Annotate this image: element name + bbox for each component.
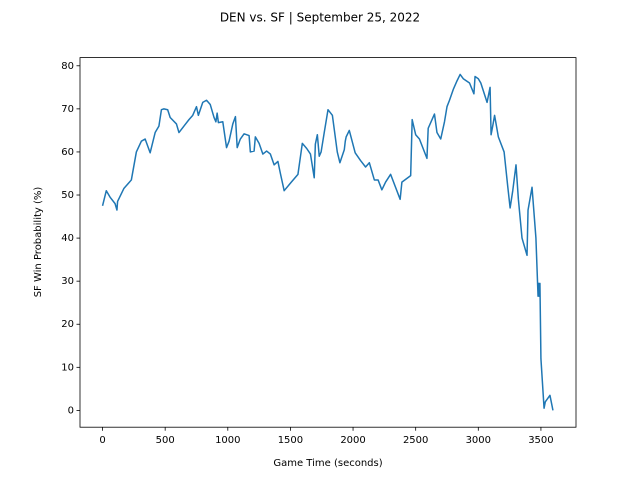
y-tick-label: 10: [61, 362, 74, 373]
y-tick-label: 60: [61, 147, 74, 158]
y-tick-label: 80: [61, 61, 74, 72]
y-axis-label: SF Win Probability (%): [33, 187, 44, 298]
x-tick-label: 0: [99, 435, 105, 446]
data-line: [101, 73, 554, 411]
x-tick-label: 2000: [340, 435, 365, 446]
x-tick-label: 500: [156, 435, 175, 446]
x-axis-label: Game Time (seconds): [273, 458, 382, 469]
x-tick-label: 3000: [466, 435, 491, 446]
y-tick-label: 0: [68, 405, 74, 416]
y-tick-label: 30: [61, 276, 74, 287]
x-tick-label: 1000: [215, 435, 240, 446]
y-tick-label: 40: [61, 233, 74, 244]
x-tick-label: 2500: [403, 435, 428, 446]
x-tick-label: 3500: [528, 435, 553, 446]
y-tick-label: 20: [61, 319, 74, 330]
y-tick-label: 50: [61, 190, 74, 201]
plot-frame: [79, 57, 577, 428]
x-tick-label: 1500: [278, 435, 303, 446]
y-tick-label: 70: [61, 104, 74, 115]
chart-title: DEN vs. SF | September 25, 2022: [220, 11, 420, 25]
